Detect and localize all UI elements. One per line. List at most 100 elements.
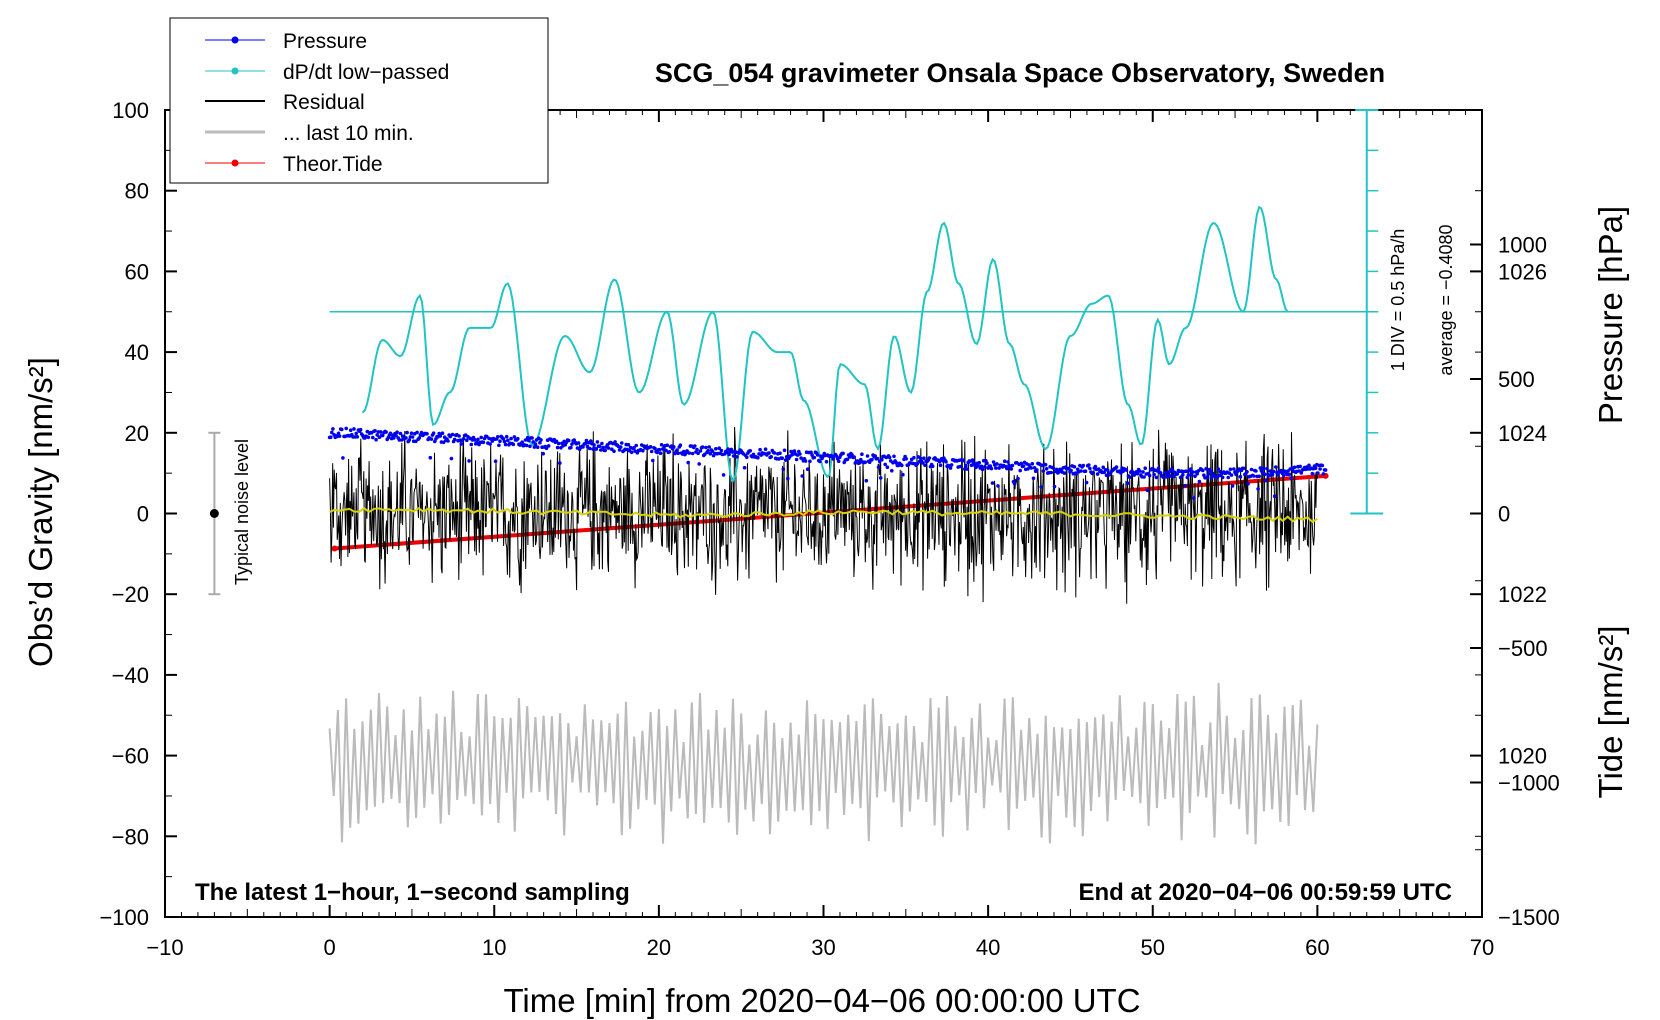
pressure-point: [449, 456, 454, 461]
pressure-point: [450, 432, 455, 437]
pressure-point: [665, 443, 669, 448]
pressure-point: [528, 444, 532, 449]
pressure-point: [340, 427, 344, 432]
bottom-right-label: End at 2020−04−06 00:59:59 UTC: [1078, 879, 1452, 906]
x-tick-label: 10: [482, 935, 506, 960]
y-axis-pressure: 1026 1024 1022 1020: [1470, 190, 1547, 837]
pressure-point: [767, 451, 771, 455]
pressure-point: [649, 449, 654, 454]
pressure-point: [1299, 471, 1304, 475]
y-tick-label: −40: [112, 663, 149, 688]
pressure-point: [651, 458, 655, 463]
pressure-point: [1087, 463, 1091, 467]
pressure-point: [1192, 496, 1196, 500]
legend-swatch-dot: [231, 36, 239, 44]
pressure-point: [706, 449, 710, 453]
residual-line: [329, 426, 1318, 604]
pressure-point: [523, 438, 528, 442]
pressure-point: [599, 448, 603, 452]
pressure-point: [1167, 469, 1172, 474]
pressure-point: [685, 449, 689, 453]
legend-item-theor-tide: Theor.Tide: [205, 153, 383, 176]
pressure-point: [498, 439, 502, 444]
pressure-point: [1196, 469, 1201, 473]
pressure-point: [467, 459, 471, 463]
pressure-point: [1220, 475, 1225, 480]
pressure-point: [1310, 471, 1315, 476]
pressure-point: [769, 455, 773, 459]
pressure-point: [1165, 474, 1170, 479]
pressure-point: [1264, 478, 1268, 483]
pressure-point: [1029, 466, 1033, 470]
pressure-point: [658, 451, 663, 456]
pressure-point: [1168, 474, 1173, 478]
x-tick-label: 60: [1305, 935, 1329, 960]
pressure-point: [997, 466, 1001, 470]
pressure-point: [672, 445, 676, 449]
pressure-point: [809, 450, 813, 455]
pressure-point: [831, 457, 835, 461]
pressure-point: [378, 430, 383, 434]
pressure-point: [700, 445, 705, 449]
pressure-point: [870, 458, 874, 462]
y-axis-tide: 1000 500 0 −500 −1000 −1500: [1470, 233, 1560, 930]
pressure-point: [1238, 474, 1243, 479]
pressure-point: [863, 460, 867, 465]
pressure-point: [1183, 483, 1187, 488]
pressure-point: [798, 452, 802, 456]
dpdt-scale-bar: [329, 109, 1384, 515]
pressure-point: [1030, 462, 1035, 466]
pressure-point: [1249, 467, 1254, 472]
pressure-point: [1181, 473, 1185, 477]
x-axis: −10 0 10 20 30 40 50 60 70: [146, 110, 1494, 960]
y-axis-title-pressure: Pressure [hPa]: [1592, 206, 1629, 424]
pressure-point: [857, 460, 862, 465]
pressure-point: [1009, 467, 1014, 471]
pressure-point: [1245, 470, 1249, 474]
pressure-point: [1044, 467, 1049, 471]
pressure-point: [937, 459, 942, 464]
pressure-point: [481, 440, 486, 445]
pressure-point: [772, 451, 777, 455]
pressure-point: [778, 451, 782, 456]
pressure-point: [794, 457, 799, 462]
pressure-point: [824, 459, 829, 464]
pressure-point: [731, 454, 736, 458]
pressure-point: [1279, 468, 1284, 473]
pressure-point: [976, 464, 980, 468]
y-tick-label: −80: [112, 824, 149, 849]
pressure-point: [991, 460, 996, 464]
pressure-point: [544, 446, 549, 451]
pressure-point: [676, 451, 680, 456]
pressure-point: [904, 457, 908, 461]
pressure-point: [583, 441, 588, 446]
pressure-point: [1049, 470, 1053, 475]
noise-level-label: Typical noise level: [232, 439, 252, 585]
bottom-left-label: The latest 1−hour, 1−second sampling: [195, 879, 630, 906]
pressure-point: [1154, 475, 1159, 480]
pressure-point: [1143, 466, 1147, 471]
pressure-point: [880, 457, 884, 462]
pressure-point: [887, 455, 892, 460]
pressure-point: [358, 427, 363, 432]
pressure-point: [1091, 471, 1095, 475]
pressure-point: [721, 473, 726, 477]
pressure-point: [1175, 472, 1180, 476]
pressure-point: [850, 453, 854, 457]
pressure-point: [1197, 479, 1202, 484]
pressure-point: [1204, 466, 1208, 471]
pressure-point: [1184, 469, 1188, 474]
pressure-point: [859, 457, 863, 462]
pressure-point: [446, 439, 450, 443]
pressure-point: [1018, 468, 1022, 473]
pressure-point: [613, 440, 617, 444]
pressure-point: [1084, 480, 1089, 485]
pressure-point: [1135, 471, 1140, 476]
pressure-point: [555, 445, 560, 450]
pressure-point: [1298, 464, 1302, 469]
pressure-point: [885, 465, 890, 470]
pressure-point: [479, 435, 484, 440]
pressure-point: [1289, 476, 1294, 480]
pressure-point: [331, 427, 335, 431]
